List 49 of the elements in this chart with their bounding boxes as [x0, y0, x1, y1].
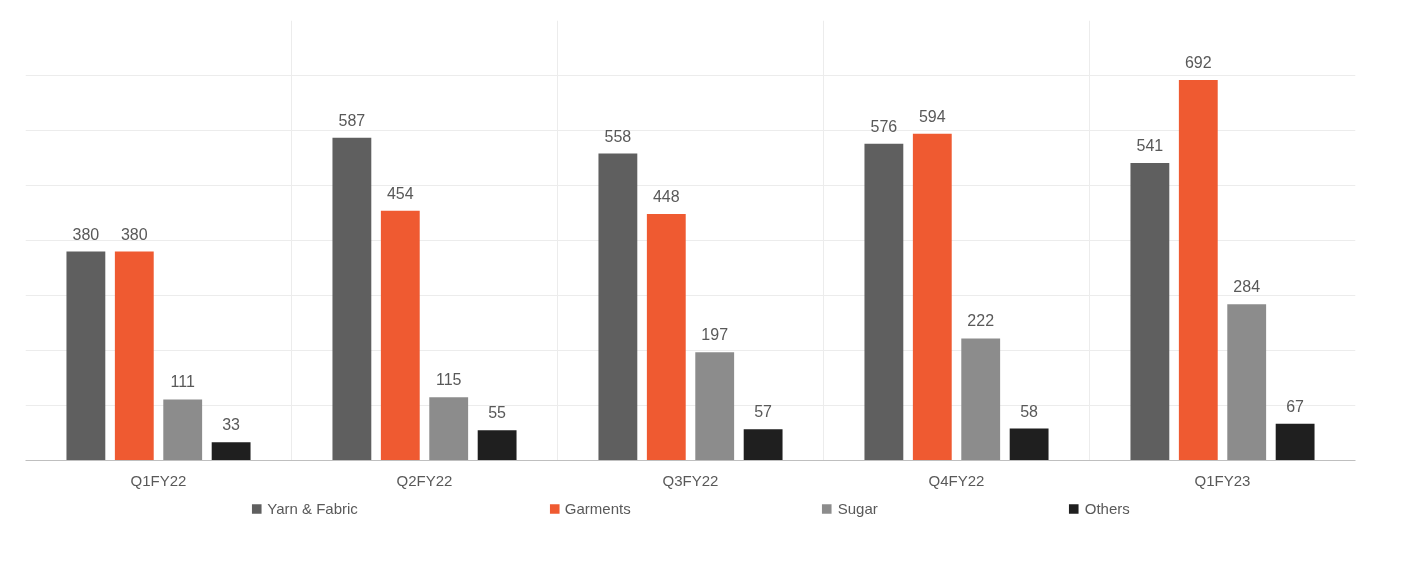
bar	[332, 137, 372, 461]
bar	[961, 338, 1001, 461]
bar	[1009, 428, 1049, 461]
bar	[66, 251, 106, 461]
data-label: 380	[72, 225, 100, 243]
bar	[743, 429, 783, 461]
x-tick-label: Q2FY22	[396, 471, 453, 489]
data-label: 448	[652, 188, 680, 206]
data-label: 576	[870, 117, 898, 135]
data-label: 594	[918, 107, 946, 125]
bar	[211, 442, 251, 461]
bar	[646, 214, 686, 461]
bar	[864, 143, 904, 461]
bar	[598, 153, 638, 461]
data-label: 692	[1184, 53, 1212, 71]
legend-label: Garments	[564, 499, 631, 517]
legend-label: Others	[1084, 499, 1130, 517]
bar	[1227, 304, 1267, 461]
data-label: 197	[701, 326, 729, 344]
data-label: 541	[1136, 136, 1164, 154]
legend-label: Yarn & Fabric	[267, 499, 358, 517]
legend-label: Sugar	[837, 499, 878, 517]
bar	[695, 352, 735, 461]
bar	[163, 399, 203, 461]
data-label: 55	[488, 404, 507, 422]
data-label: 67	[1286, 397, 1305, 415]
bar	[1130, 162, 1170, 461]
data-label: 57	[754, 403, 773, 421]
data-label: 587	[338, 111, 366, 129]
data-label: 284	[1233, 278, 1261, 296]
data-label: 111	[170, 373, 195, 391]
data-label: 380	[120, 225, 148, 243]
x-tick-label: Q1FY23	[1194, 471, 1251, 489]
bar	[429, 397, 469, 461]
x-tick-label: Q1FY22	[130, 471, 187, 489]
bar	[1178, 79, 1218, 461]
data-label: 115	[435, 371, 462, 389]
bar	[477, 430, 517, 461]
data-label: 454	[386, 184, 414, 202]
data-label: 558	[604, 127, 632, 145]
x-tick-label: Q4FY22	[928, 471, 985, 489]
x-tick-label: Q3FY22	[662, 471, 719, 489]
bar	[380, 210, 420, 461]
data-label: 33	[222, 416, 241, 434]
data-label: 222	[967, 312, 995, 330]
bar	[114, 251, 154, 461]
bar	[912, 133, 952, 461]
data-label: 58	[1020, 402, 1039, 420]
bar	[1275, 423, 1315, 461]
